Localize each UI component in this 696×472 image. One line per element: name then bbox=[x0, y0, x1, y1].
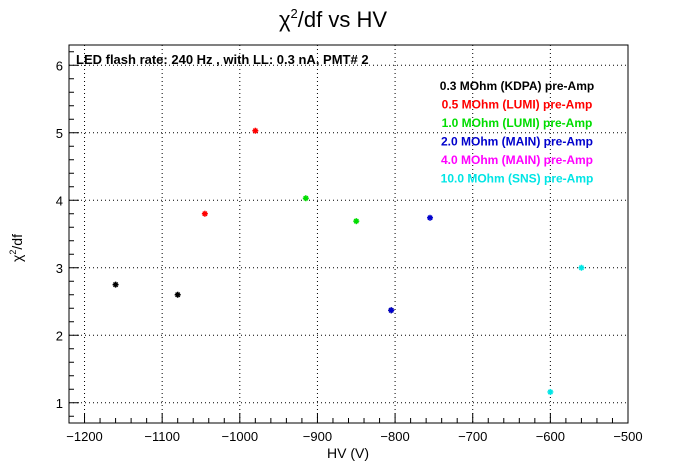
axes: −1200 −1100 −1000 −900 −800 −700 −600 −500 1 2 3 4 5… bbox=[56, 51, 643, 444]
x-tick-label: −1000 bbox=[222, 429, 259, 444]
y-axis-label: χ2/df bbox=[8, 234, 25, 262]
chart-title-sup: 2 bbox=[291, 6, 298, 21]
y-axis-label-rest: /df bbox=[9, 234, 25, 250]
data-point bbox=[252, 127, 259, 134]
data-point bbox=[427, 214, 434, 221]
plot-annotation: LED flash rate: 240 Hz , with LL: 0.3 nA… bbox=[76, 52, 369, 67]
data-point bbox=[201, 210, 208, 217]
chart-title-main: χ bbox=[279, 7, 291, 32]
x-tick-label: −700 bbox=[458, 429, 487, 444]
data-point bbox=[547, 388, 554, 395]
data-point bbox=[578, 264, 585, 271]
x-tick-label: −1100 bbox=[144, 429, 180, 444]
y-tick-label: 3 bbox=[56, 261, 63, 276]
x-axis-label: HV (V) bbox=[327, 445, 369, 461]
x-tick-label: −900 bbox=[303, 429, 332, 444]
y-axis-label-sup: 2 bbox=[8, 250, 18, 255]
data-point bbox=[174, 291, 181, 298]
legend: 0.3 MOhm (KDPA) pre-Amp 0.5 MOhm (LUMI) p… bbox=[440, 79, 594, 186]
legend-entry: 1.0 MOhm (LUMI) pre-Amp bbox=[442, 116, 593, 130]
legend-entry: 0.3 MOhm (KDPA) pre-Amp bbox=[440, 79, 594, 93]
x-tick-label: −500 bbox=[613, 429, 642, 444]
plot-frame bbox=[68, 44, 629, 424]
data-point bbox=[353, 218, 360, 225]
data-point bbox=[388, 307, 395, 314]
x-tick-label: −1200 bbox=[66, 429, 103, 444]
data-points bbox=[112, 127, 585, 395]
legend-entry: 2.0 MOhm (MAIN) pre-Amp bbox=[441, 135, 593, 149]
chart-title: χ2/df vs HV bbox=[279, 6, 387, 32]
y-tick-label: 4 bbox=[56, 193, 63, 208]
plot-area bbox=[68, 44, 629, 424]
chart-title-rest: /df vs HV bbox=[298, 7, 388, 32]
legend-entry: 4.0 MOhm (MAIN) pre-Amp bbox=[441, 153, 593, 167]
y-tick-label: 2 bbox=[56, 328, 63, 343]
legend-entry: 0.5 MOhm (LUMI) pre-Amp bbox=[442, 98, 593, 112]
y-axis-label-main: χ bbox=[9, 254, 25, 262]
data-point bbox=[112, 281, 119, 288]
data-point bbox=[302, 195, 309, 202]
x-tick-label: −600 bbox=[536, 429, 565, 444]
y-tick-label: 6 bbox=[56, 58, 63, 73]
y-tick-label: 5 bbox=[56, 126, 63, 141]
x-tick-label: −800 bbox=[380, 429, 409, 444]
y-tick-label: 1 bbox=[56, 396, 63, 411]
legend-entry: 10.0 MOhm (SNS) pre-Amp bbox=[441, 172, 594, 186]
